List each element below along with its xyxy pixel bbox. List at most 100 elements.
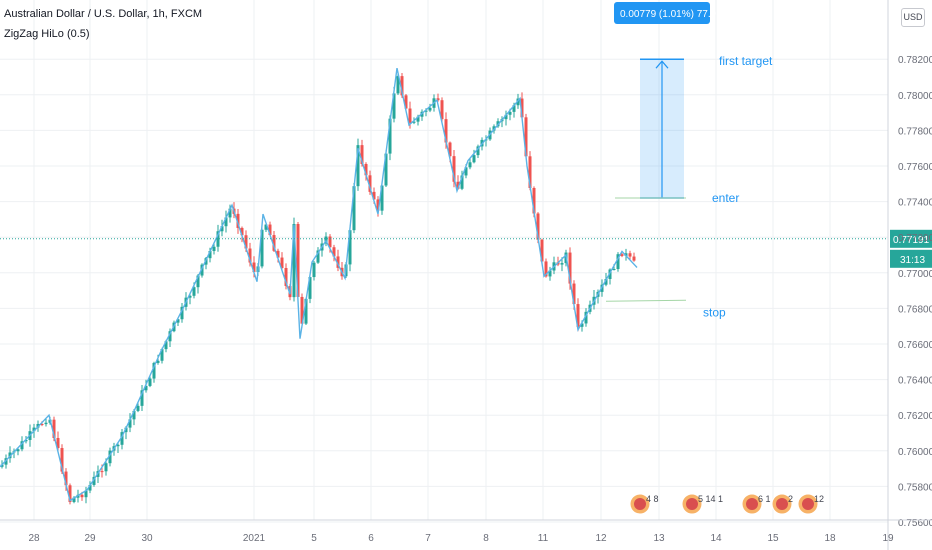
trade-annotations[interactable]: 0.77191 31:13 0.00779 (1.01%) 77.9 enter fir… xyxy=(0,2,932,515)
candle-body xyxy=(408,108,412,123)
candle-body xyxy=(396,76,400,94)
price-tick-label: 0.76400 xyxy=(898,376,932,387)
price-tick-label: 0.76600 xyxy=(898,340,932,351)
candle-body xyxy=(236,213,240,228)
candle-body xyxy=(296,223,300,297)
candle-body xyxy=(64,471,68,486)
flag-emblem-icon xyxy=(686,498,698,510)
candle-body xyxy=(60,448,64,472)
candle-body xyxy=(412,121,416,123)
stop-line[interactable] xyxy=(605,299,687,302)
candle-body xyxy=(164,341,168,350)
countdown-badge xyxy=(890,249,932,268)
candle-body xyxy=(416,116,420,122)
economic-event-flag[interactable]: 6 1 xyxy=(741,493,771,515)
candle-body xyxy=(452,156,456,182)
candle-body xyxy=(560,263,564,265)
candle-body xyxy=(220,226,224,232)
candle-body xyxy=(620,254,624,256)
symbol-title[interactable]: Australian Dollar / U.S. Dollar, 1h, FXC… xyxy=(4,8,203,20)
price-tick-label: 0.76000 xyxy=(898,447,932,458)
candle-body xyxy=(20,441,24,450)
candle-body xyxy=(612,268,616,270)
flag-emblem-icon xyxy=(776,498,788,510)
candle-body xyxy=(120,432,124,445)
time-tick-label: 5 xyxy=(311,533,317,544)
candle-body xyxy=(284,268,288,286)
economic-event-flag[interactable]: 4 8 xyxy=(629,493,659,515)
price-tick-label: 0.76800 xyxy=(898,304,932,315)
candle-body xyxy=(548,270,552,277)
zigzag-indicator xyxy=(0,67,638,502)
price-tick-label: 0.77200 xyxy=(898,233,932,244)
event-count-label: 4 8 xyxy=(646,494,659,504)
candle-body xyxy=(364,163,368,176)
price-tick-label: 0.77000 xyxy=(898,269,932,280)
event-count-label: 6 1 xyxy=(758,494,771,504)
candle-body xyxy=(260,229,264,267)
candle-body xyxy=(104,463,108,472)
candle-body xyxy=(144,385,148,391)
candle-body xyxy=(148,378,152,386)
candle-body xyxy=(504,114,508,120)
candle-body xyxy=(100,471,104,473)
candle-body xyxy=(512,105,516,112)
candle-body xyxy=(160,349,164,361)
candle-body xyxy=(192,287,196,296)
candle-body xyxy=(384,153,388,186)
candle-body xyxy=(460,175,464,189)
candle-body xyxy=(472,155,476,163)
stop-label: stop xyxy=(703,305,726,319)
time-tick-label: 2021 xyxy=(243,533,266,544)
time-tick-label: 28 xyxy=(28,533,40,544)
candle-body xyxy=(572,283,576,305)
candle-body xyxy=(128,419,132,428)
countdown-label: 31:13 xyxy=(900,255,925,266)
indicator-label[interactable]: ZigZag HiLo (0.5) xyxy=(4,28,90,40)
candle-body xyxy=(336,256,340,268)
candle-body xyxy=(140,390,144,406)
candle-body xyxy=(72,497,76,503)
candle-body xyxy=(608,269,612,279)
candle-body xyxy=(156,360,160,363)
candle-body xyxy=(376,199,380,211)
candle-body xyxy=(616,254,620,269)
candle-body xyxy=(520,98,524,118)
first-target-label: first target xyxy=(719,54,773,68)
candle-body xyxy=(168,331,172,342)
enter-label: enter xyxy=(712,191,739,205)
candle-body xyxy=(124,427,128,433)
candle-body xyxy=(464,167,468,176)
candle-body xyxy=(224,217,228,227)
zigzag-line xyxy=(0,67,638,502)
candle-body xyxy=(536,213,540,240)
time-tick-label: 7 xyxy=(425,533,431,544)
economic-event-flag[interactable]: 12 xyxy=(797,493,824,515)
time-tick-label: 8 xyxy=(483,533,489,544)
currency-button[interactable]: USD xyxy=(901,8,925,27)
measure-badge[interactable] xyxy=(614,2,710,24)
candle-body xyxy=(328,236,332,248)
candle-body xyxy=(180,306,184,320)
candle-body xyxy=(568,252,572,284)
candle-body xyxy=(264,224,268,230)
candle-body xyxy=(300,296,304,324)
flag-emblem-icon xyxy=(802,498,814,510)
candle-body xyxy=(248,248,252,263)
candle-body xyxy=(348,230,352,265)
candle-body xyxy=(244,235,248,249)
economic-event-flag[interactable]: 5 14 1 xyxy=(681,493,723,515)
economic-event-flag[interactable]: 2 xyxy=(771,493,793,515)
candle-body xyxy=(196,275,200,288)
price-tick-label: 0.77600 xyxy=(898,162,932,173)
last-price-badge xyxy=(890,229,932,248)
event-count-label: 5 14 1 xyxy=(698,494,723,504)
price-tick-label: 0.78200 xyxy=(898,55,932,66)
candle-body xyxy=(312,262,316,278)
candle-body xyxy=(136,405,140,411)
flag-emblem-icon xyxy=(746,498,758,510)
candle-body xyxy=(604,278,608,285)
candle-body xyxy=(332,247,336,257)
measure-arrow-head xyxy=(655,60,669,69)
